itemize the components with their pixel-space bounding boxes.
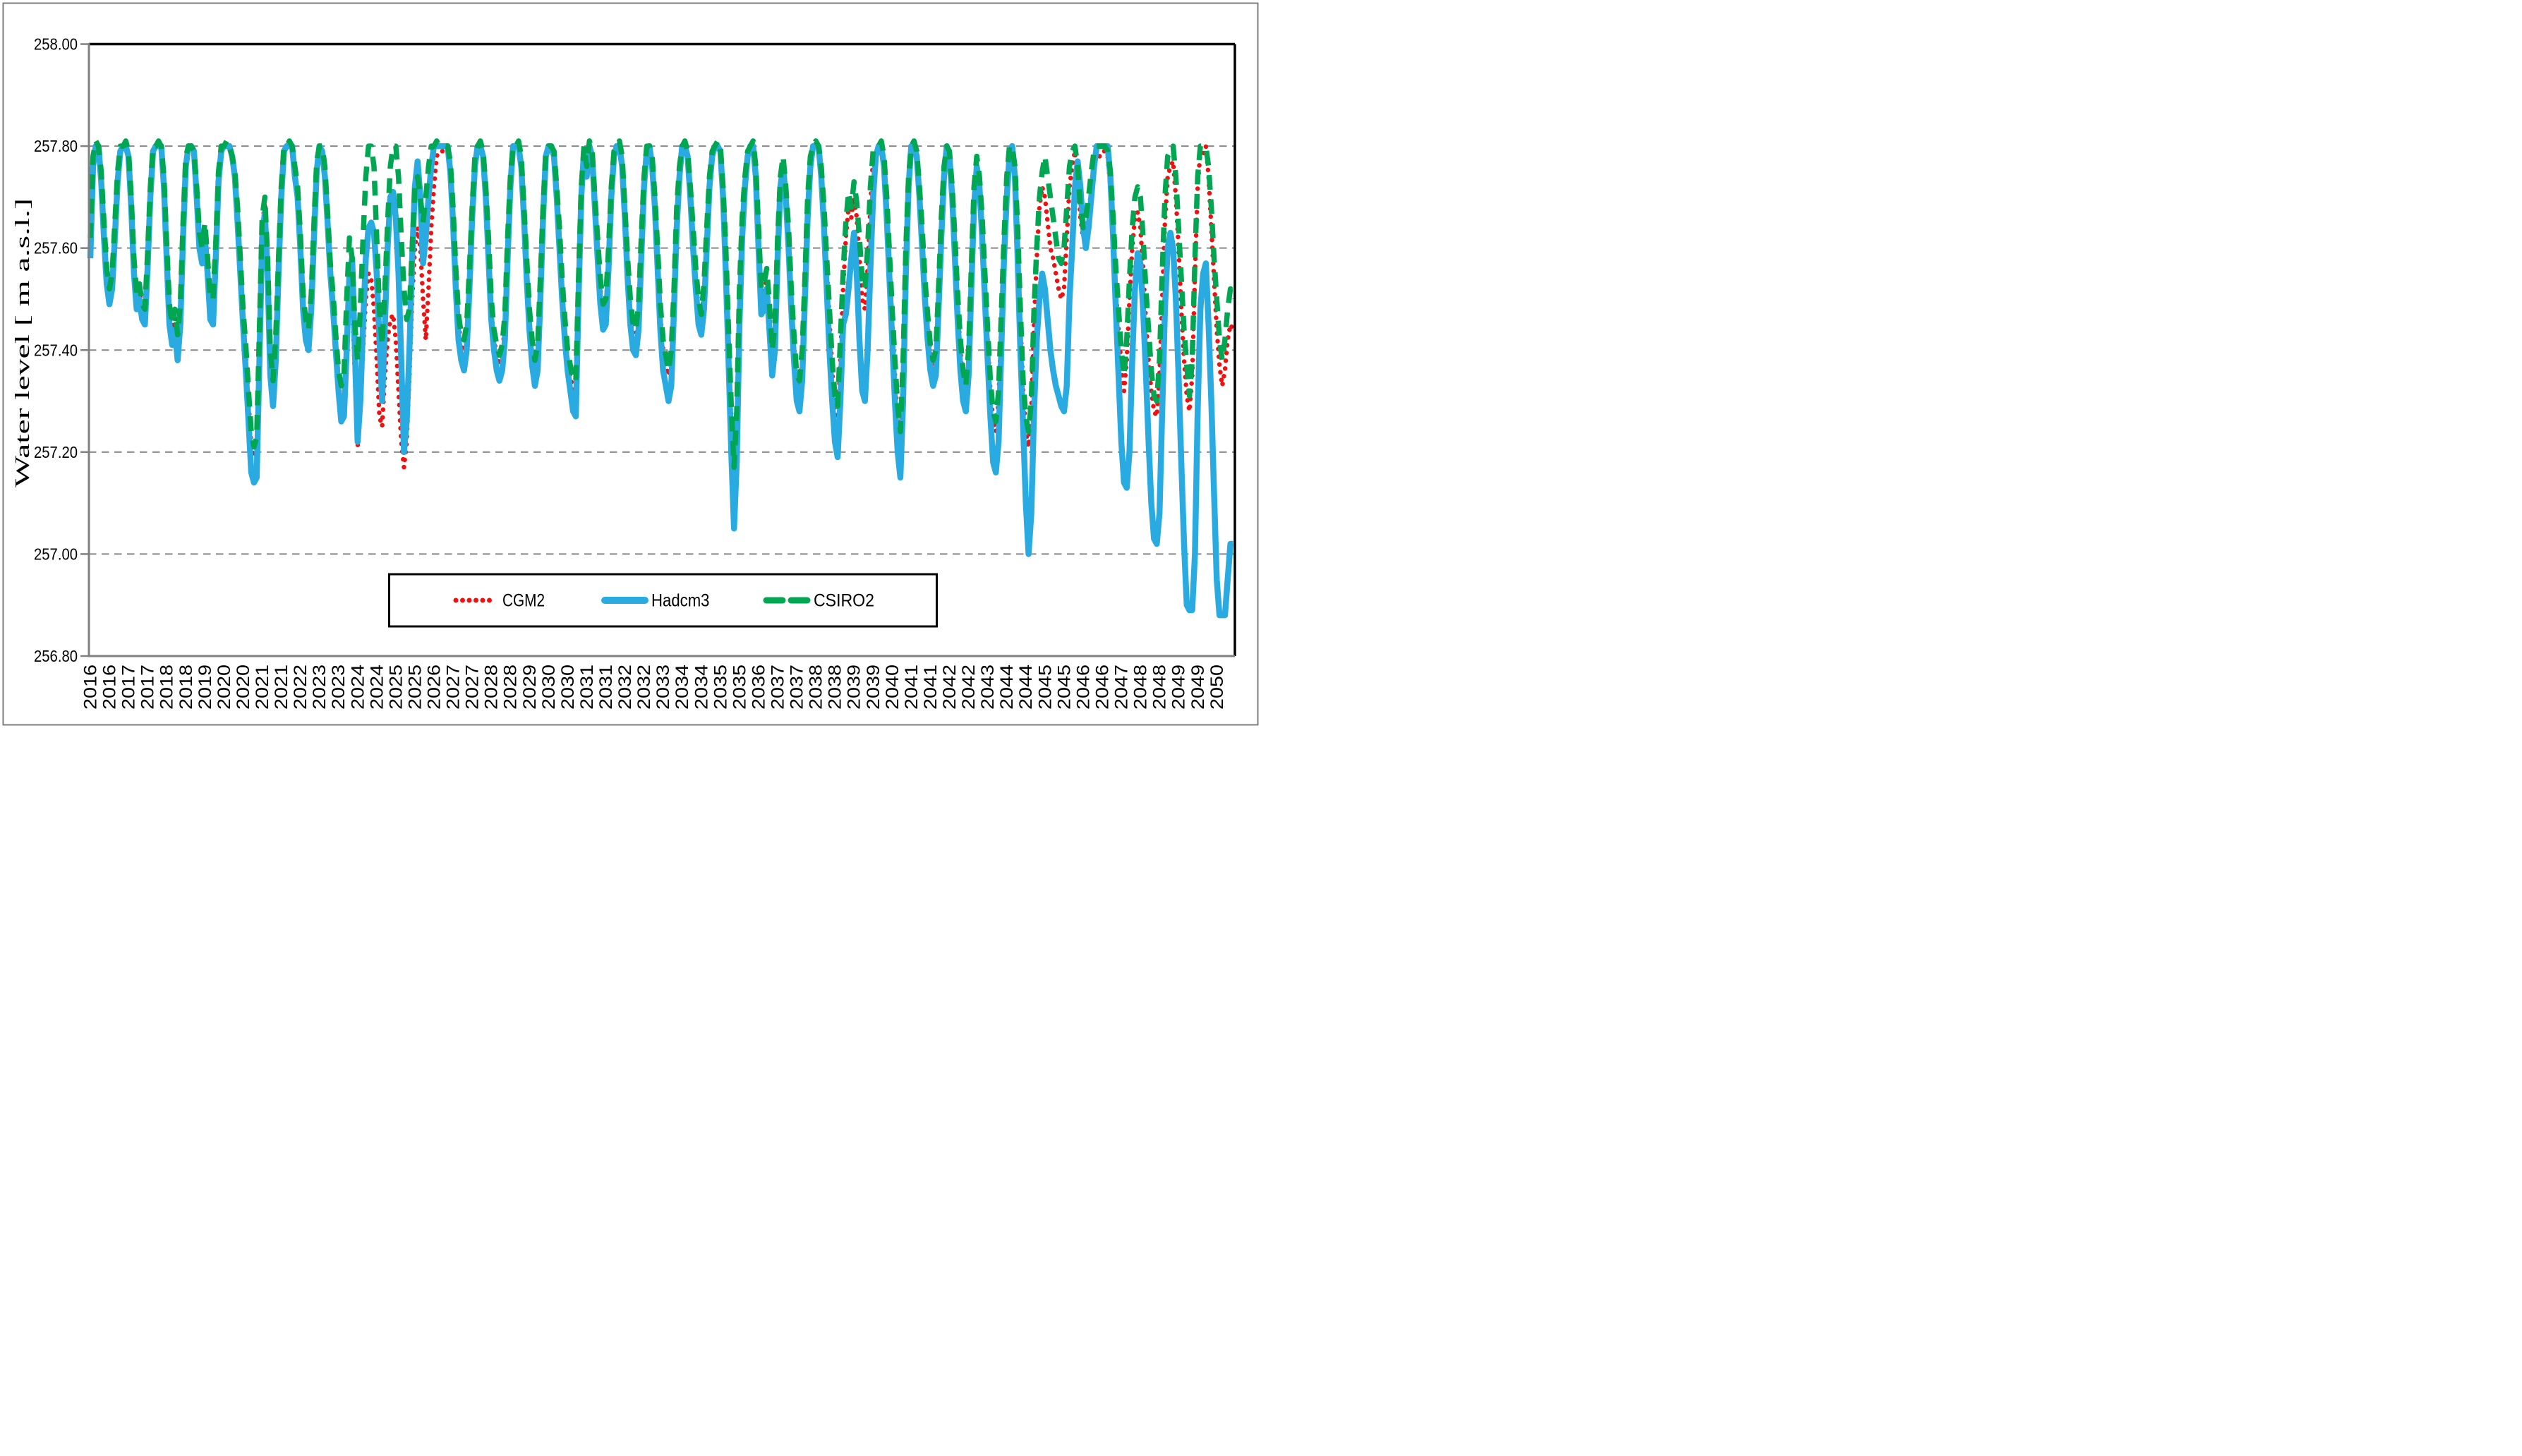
x-tick-label-2017-3: 2017 [138, 665, 158, 710]
legend: CGM2 Hadcm3 CSIRO2 [388, 573, 938, 628]
x-tick-label-2048-55: 2048 [1131, 665, 1151, 710]
x-tick-label-2016-0: 2016 [81, 665, 101, 710]
legend-label-cgm2: CGM2 [502, 591, 545, 611]
legend-dot [473, 597, 478, 603]
x-tick-label-2034-31: 2034 [672, 665, 692, 710]
x-tick-label-2040-42: 2040 [883, 665, 903, 710]
x-tick-label-2036-35: 2036 [749, 665, 768, 710]
x-tick-label-2016-1: 2016 [100, 665, 120, 710]
y-tick-label: 257.80 [34, 137, 78, 155]
x-tick-label-2047-54: 2047 [1112, 665, 1132, 710]
x-tick-label-2017-2: 2017 [119, 665, 139, 710]
x-tick-label-2024-15: 2024 [367, 665, 387, 710]
legend-dot [453, 597, 459, 603]
y-tick-label: 257.00 [34, 545, 78, 563]
x-tick-label-2045-51: 2045 [1054, 665, 1074, 710]
x-tick-label-2042-45: 2042 [940, 665, 960, 710]
x-tick-label-2031-26: 2031 [577, 665, 597, 710]
x-tick-label-2044-49: 2044 [1016, 665, 1036, 710]
x-axis-ticks: 2016 2016 2017 2017 2018 2018 2019 2020 2020 2021… [81, 665, 1227, 710]
y-axis-title: Water level [ m a.s.l.] [12, 198, 34, 487]
y-axis-ticks: 258.00 257.80 257.60 257.40 257.20 257.00 256.… [34, 35, 89, 665]
x-tick-label-2019-6: 2019 [195, 665, 215, 710]
legend-entry-hadcm3: Hadcm3 [601, 591, 710, 611]
x-tick-label-2049-58: 2049 [1188, 665, 1208, 710]
x-tick-label-2048-56: 2048 [1150, 665, 1170, 710]
x-tick-label-2030-24: 2030 [539, 665, 559, 710]
x-tick-label-2041-43: 2041 [902, 665, 922, 710]
x-tick-label-2043-47: 2043 [978, 665, 998, 710]
x-tick-label-2030-25: 2030 [558, 665, 578, 710]
data-series [87, 138, 1236, 619]
x-tick-label-2029-23: 2029 [520, 665, 540, 710]
x-tick-label-2034-32: 2034 [692, 665, 711, 710]
x-tick-label-2039-41: 2039 [864, 665, 883, 710]
x-tick-label-2033-30: 2033 [653, 665, 673, 710]
x-tick-label-2027-20: 2027 [463, 665, 483, 710]
y-tick-label: 256.80 [34, 647, 78, 665]
x-tick-label-2020-8: 2020 [234, 665, 253, 710]
x-tick-label-2046-52: 2046 [1073, 665, 1093, 710]
legend-box [388, 573, 938, 628]
x-tick-label-2049-57: 2049 [1169, 665, 1189, 710]
x-tick-label-2022-11: 2022 [291, 665, 310, 710]
legend-dot [487, 597, 492, 603]
x-tick-label-2028-21: 2028 [482, 665, 502, 710]
legend-entry-cgm2: CGM2 [453, 591, 545, 611]
x-tick-label-2032-28: 2032 [615, 665, 635, 710]
x-tick-label-2046-53: 2046 [1092, 665, 1112, 710]
x-tick-label-2050-59: 2050 [1207, 665, 1227, 710]
legend-dot [466, 597, 472, 603]
x-tick-label-2021-10: 2021 [272, 665, 291, 710]
x-tick-label-2023-13: 2023 [329, 665, 349, 710]
x-tick-label-2025-17: 2025 [405, 665, 425, 710]
y-tick-label: 257.40 [34, 341, 78, 359]
series-line-csiro2 [88, 138, 1236, 471]
x-tick-label-2042-46: 2042 [959, 665, 979, 710]
x-tick-label-2038-38: 2038 [807, 665, 826, 710]
x-tick-label-2020-7: 2020 [215, 665, 234, 710]
y-tick-label: 257.60 [34, 239, 78, 257]
x-tick-label-2023-12: 2023 [310, 665, 330, 710]
legend-entry-csiro2: CSIRO2 [763, 591, 874, 611]
cgm2-dotted-marker-icon [453, 597, 492, 603]
x-tick-label-2045-50: 2045 [1035, 665, 1055, 710]
y-tick-label: 258.00 [34, 35, 78, 54]
x-tick-label-2035-33: 2035 [711, 665, 730, 710]
x-tick-label-2026-18: 2026 [425, 665, 445, 710]
x-tick-label-2039-40: 2039 [845, 665, 864, 710]
x-tick-label-2025-16: 2025 [386, 665, 406, 710]
x-tick-label-2038-39: 2038 [826, 665, 845, 710]
x-tick-label-2027-19: 2027 [444, 665, 464, 710]
x-tick-label-2031-27: 2031 [596, 665, 616, 710]
legend-dot [480, 597, 485, 603]
x-tick-label-2028-22: 2028 [501, 665, 521, 710]
y-tick-label: 257.20 [34, 443, 78, 461]
x-tick-label-2018-5: 2018 [176, 665, 196, 710]
x-tick-label-2037-36: 2037 [768, 665, 788, 710]
x-tick-label-2044-48: 2044 [997, 665, 1017, 710]
water-level-chart: 258.00 257.80 257.60 257.40 257.20 257.00 256.… [2, 2, 1259, 726]
x-tick-label-2024-14: 2024 [348, 665, 368, 710]
x-tick-label-2041-44: 2041 [921, 665, 941, 710]
x-tick-label-2018-4: 2018 [157, 665, 177, 710]
legend-label-hadcm3: Hadcm3 [651, 591, 710, 611]
water-level-forecast-figure: 258.00 257.80 257.60 257.40 257.20 257.00 256.… [0, 0, 1261, 728]
legend-label-csiro2: CSIRO2 [814, 591, 874, 611]
x-tick-label-2037-37: 2037 [788, 665, 807, 710]
x-tick-label-2021-9: 2021 [253, 665, 272, 710]
x-tick-label-2032-29: 2032 [634, 665, 654, 710]
legend-dot [460, 597, 465, 603]
x-tick-label-2035-34: 2035 [730, 665, 749, 710]
